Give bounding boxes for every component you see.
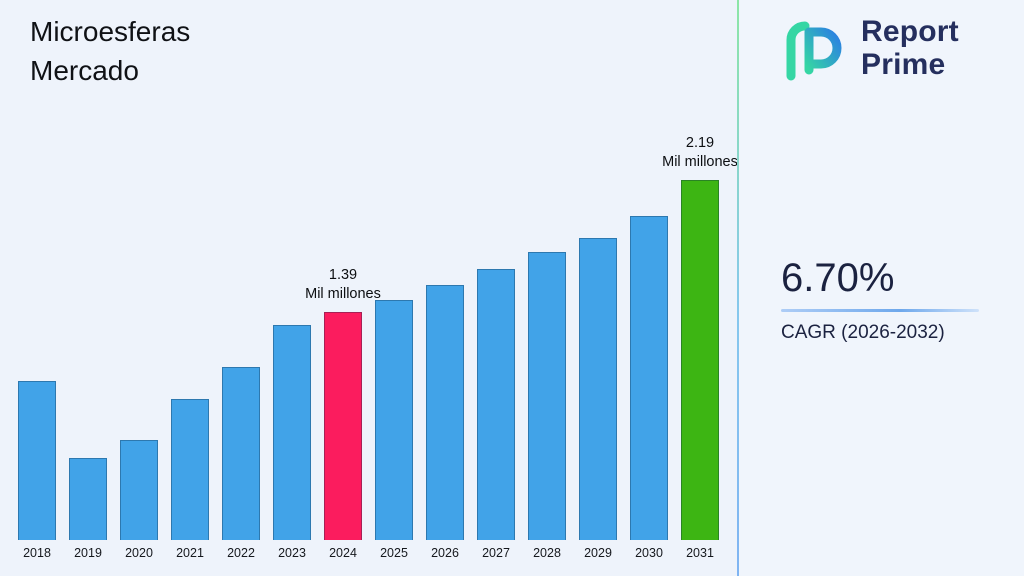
bar-2025 [375, 300, 413, 540]
chart-title-line2: Mercado [30, 55, 139, 87]
annotation-value: 1.39 [328, 267, 358, 284]
bar-column-2026: 2026 [426, 285, 464, 562]
bar-2024 [324, 312, 362, 540]
x-tick-label-2024: 2024 [329, 546, 357, 560]
cagr-label: CAGR (2026-2032) [781, 322, 945, 343]
x-tick-label-2027: 2027 [482, 546, 510, 560]
x-tick-label-2030: 2030 [635, 546, 663, 560]
cagr-block: 6.70% CAGR (2026-2032) [781, 256, 981, 344]
bar-2018 [18, 381, 56, 540]
logo-text-line1: Report [861, 15, 959, 48]
divider [737, 0, 739, 576]
x-tick-label-2031: 2031 [686, 546, 714, 560]
chart-title-line1: Microesferas [30, 16, 191, 47]
x-tick-label-2021: 2021 [176, 546, 204, 560]
bar-column-2031: 2.19 Mil millones 2031 [662, 135, 738, 562]
bar-column-2028: 2028 [528, 252, 566, 562]
bar-2022 [222, 367, 260, 540]
x-tick-label-2018: 2018 [23, 546, 51, 560]
bar-column-2024: 1.39 Mil millones 2024 [305, 267, 381, 562]
report-prime-logo: Report Prime [777, 12, 959, 84]
x-tick-label-2029: 2029 [584, 546, 612, 560]
x-tick-label-2028: 2028 [533, 546, 561, 560]
report-prime-logo-text: Report Prime [861, 15, 959, 81]
bar-column-2019: 2019 [69, 458, 107, 562]
bar-column-2029: 2029 [579, 238, 617, 562]
bar-2031 [681, 180, 719, 540]
bar-2021 [171, 399, 209, 540]
bar-2030 [630, 216, 668, 540]
bar-column-2022: 2022 [222, 367, 260, 562]
right-panel: Report Prime 6.70% CAGR (2026-2032) [739, 0, 1024, 576]
bar-column-2020: 2020 [120, 440, 158, 562]
report-prime-logo-icon [786, 21, 842, 81]
bar-annotation-2031: 2.19 Mil millones [662, 134, 738, 172]
x-tick-label-2019: 2019 [74, 546, 102, 560]
x-tick-label-2020: 2020 [125, 546, 153, 560]
x-tick-label-2026: 2026 [431, 546, 459, 560]
x-tick-label-2025: 2025 [380, 546, 408, 560]
annotation-unit: Mil millones [305, 286, 381, 303]
x-tick-label-2023: 2023 [278, 546, 306, 560]
bar-column-2023: 2023 [273, 325, 311, 562]
cagr-underline [781, 309, 979, 312]
bar-column-2021: 2021 [171, 399, 209, 562]
annotation-unit: Mil millones [662, 154, 738, 171]
bar-2026 [426, 285, 464, 540]
annotation-value: 2.19 [685, 135, 715, 152]
x-tick-label-2022: 2022 [227, 546, 255, 560]
bar-column-2030: 2030 [630, 216, 668, 562]
bar-2020 [120, 440, 158, 540]
cagr-value: 6.70% [781, 256, 895, 300]
bar-annotation-2024: 1.39 Mil millones [305, 266, 381, 304]
bar-column-2025: 2025 [375, 300, 413, 562]
bar-column-2018: 2018 [18, 381, 56, 562]
bar-2028 [528, 252, 566, 540]
logo-text-line2: Prime [861, 48, 946, 81]
bar-2029 [579, 238, 617, 540]
bar-chart: 2018 2019 2020 2021 2022 2023 1.39 Mil millones… [18, 135, 738, 562]
chart-title: Microesferas Mercado [30, 12, 190, 90]
bar-2023 [273, 325, 311, 540]
bar-2019 [69, 458, 107, 540]
bar-2027 [477, 269, 515, 540]
bar-column-2027: 2027 [477, 269, 515, 562]
